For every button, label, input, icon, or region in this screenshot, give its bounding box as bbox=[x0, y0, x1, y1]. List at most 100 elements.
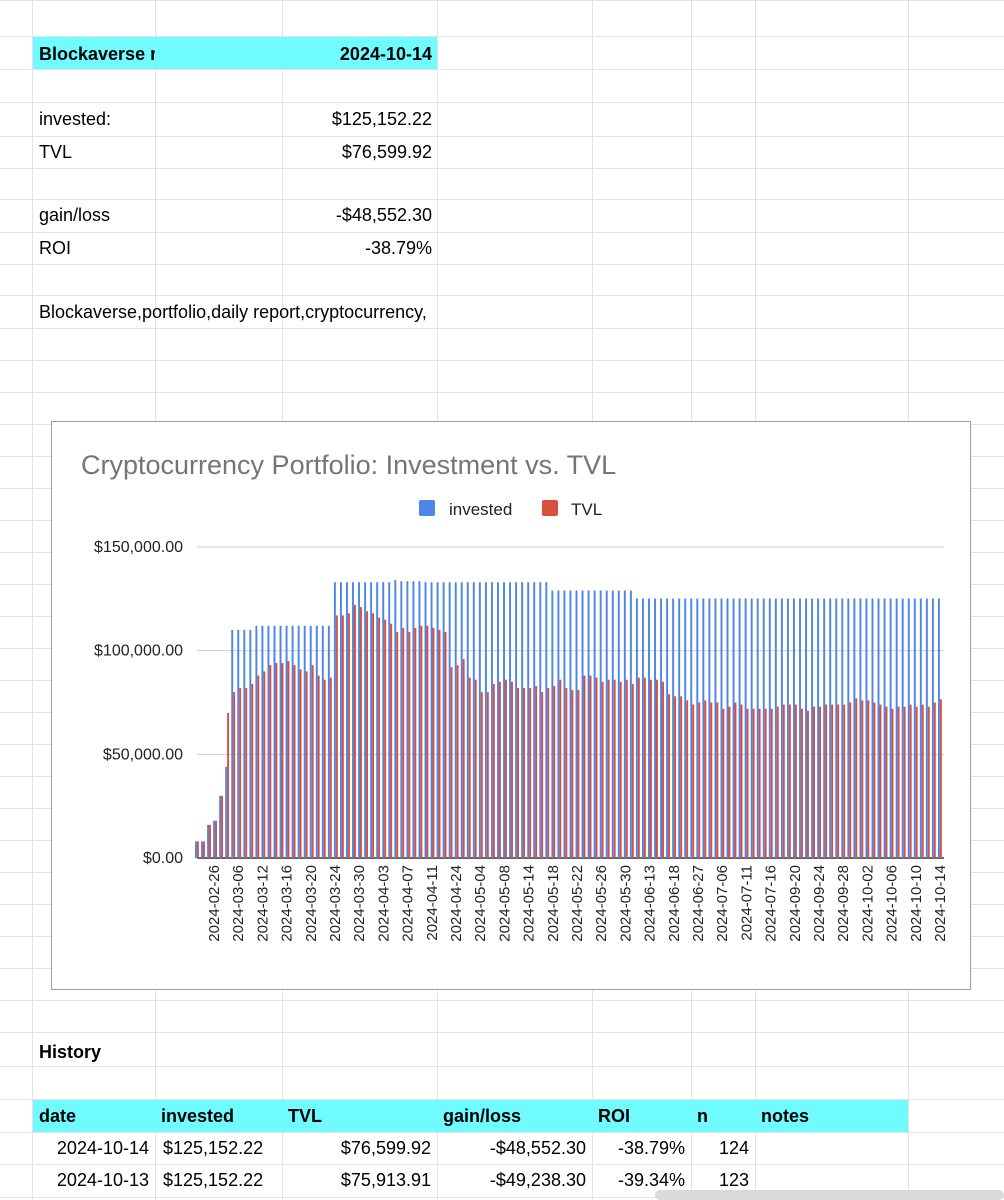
bar-tvl bbox=[619, 681, 622, 858]
bar-tvl bbox=[873, 702, 876, 858]
bar-invested bbox=[587, 590, 590, 858]
x-tick-label: 2024-05-22 bbox=[569, 865, 586, 942]
history-cell[interactable]: 2024-10-14 bbox=[56, 1138, 149, 1158]
bar-tvl bbox=[625, 679, 628, 858]
bar-invested bbox=[430, 582, 433, 858]
roi-label[interactable]: ROI bbox=[39, 238, 72, 258]
history-cell[interactable]: $76,599.92 bbox=[340, 1138, 431, 1158]
history-cell[interactable]: -$49,238.30 bbox=[489, 1170, 586, 1190]
bar-tvl bbox=[559, 679, 562, 858]
bar-tvl bbox=[432, 627, 435, 858]
tvl-label[interactable]: TVL bbox=[39, 142, 73, 162]
bar-tvl bbox=[577, 690, 580, 858]
bar-tvl bbox=[583, 675, 586, 858]
bar-invested bbox=[877, 598, 880, 858]
bar-tvl bbox=[849, 702, 852, 858]
bar-tvl bbox=[215, 820, 217, 858]
bar-invested bbox=[732, 598, 735, 858]
gainloss-value[interactable]: -$48,552.30 bbox=[335, 205, 432, 225]
bar-invested bbox=[883, 598, 886, 858]
history-cell[interactable]: $75,913.91 bbox=[340, 1170, 431, 1190]
bar-tvl bbox=[299, 669, 302, 858]
bar-invested bbox=[418, 581, 421, 858]
chart-y-ticks: $0.00 $50,000.00 $100,000.00 $150,000.00 bbox=[94, 539, 183, 867]
x-tick-label: 2024-05-14 bbox=[521, 865, 538, 942]
portfolio-chart[interactable]: Cryptocurrency Portfolio: Investment vs.… bbox=[51, 421, 971, 990]
history-cell[interactable]: $125,152.22 bbox=[163, 1138, 264, 1158]
bar-tvl bbox=[462, 658, 465, 858]
invested-value[interactable]: $125,152.22 bbox=[331, 109, 432, 129]
history-col-header[interactable]: date bbox=[39, 1106, 77, 1126]
history-cell[interactable]: -39.34% bbox=[617, 1170, 685, 1190]
history-cell[interactable]: 124 bbox=[718, 1138, 749, 1158]
bar-invested bbox=[285, 625, 288, 858]
bar-invested bbox=[865, 598, 868, 858]
history-col-header[interactable]: ROI bbox=[598, 1106, 631, 1126]
report-title[interactable]: Blockaverse report, bbox=[39, 44, 155, 64]
bar-invested bbox=[575, 590, 578, 858]
bar-invested bbox=[762, 598, 765, 858]
bar-tvl bbox=[541, 692, 544, 858]
bar-invested bbox=[768, 598, 771, 858]
bar-invested bbox=[551, 590, 554, 858]
bar-invested bbox=[267, 625, 270, 858]
bar-tvl bbox=[378, 617, 381, 858]
bar-invested bbox=[539, 582, 542, 858]
bar-tvl bbox=[800, 708, 803, 858]
bar-invested bbox=[907, 598, 910, 858]
tags-text[interactable]: Blockaverse,portfolio,daily report,crypt… bbox=[39, 302, 427, 322]
x-tick-label: 2024-03-24 bbox=[327, 865, 344, 942]
history-cell[interactable]: -$48,552.30 bbox=[489, 1138, 586, 1158]
bar-tvl bbox=[601, 681, 604, 858]
bar-tvl bbox=[909, 704, 912, 858]
history-cell[interactable]: 2024-10-13 bbox=[56, 1170, 149, 1190]
bar-invested bbox=[623, 590, 626, 858]
roi-value[interactable]: -38.79% bbox=[364, 238, 432, 258]
bar-invested bbox=[484, 582, 487, 858]
bar-tvl bbox=[643, 677, 646, 858]
bar-invested bbox=[509, 582, 512, 858]
bar-tvl bbox=[897, 706, 900, 858]
bar-invested bbox=[388, 582, 391, 858]
bar-invested bbox=[648, 598, 650, 858]
history-col-header[interactable]: gain/loss bbox=[443, 1106, 522, 1126]
history-col-header[interactable]: invested bbox=[161, 1106, 235, 1126]
bar-invested bbox=[931, 598, 934, 858]
history-col-header[interactable]: notes bbox=[761, 1106, 810, 1126]
bar-invested bbox=[666, 598, 669, 858]
history-title[interactable]: History bbox=[39, 1042, 102, 1062]
horizontal-scrollbar[interactable] bbox=[655, 1190, 1004, 1200]
tvl-value[interactable]: $76,599.92 bbox=[341, 142, 432, 162]
history-cell[interactable]: -38.79% bbox=[617, 1138, 685, 1158]
bar-invested bbox=[593, 590, 596, 858]
report-date[interactable]: 2024-10-14 bbox=[339, 44, 432, 64]
x-tick-label: 2024-04-03 bbox=[375, 865, 392, 942]
history-col-header[interactable]: n bbox=[697, 1106, 708, 1126]
history-cell[interactable]: 123 bbox=[718, 1170, 749, 1190]
bar-tvl bbox=[468, 677, 471, 858]
history-cell[interactable]: $125,152.22 bbox=[163, 1170, 264, 1190]
bar-tvl bbox=[831, 704, 834, 858]
bar-invested bbox=[611, 590, 614, 858]
bar-tvl bbox=[498, 681, 501, 858]
x-tick-label: 2024-04-07 bbox=[400, 865, 417, 942]
bar-tvl bbox=[843, 704, 846, 858]
x-tick-label: 2024-05-30 bbox=[617, 865, 634, 942]
bar-tvl bbox=[595, 677, 598, 858]
chart-title: Cryptocurrency Portfolio: Investment vs.… bbox=[81, 450, 616, 480]
invested-label[interactable]: invested: bbox=[39, 109, 112, 129]
bar-invested bbox=[533, 582, 536, 858]
bar-tvl bbox=[420, 625, 423, 858]
bar-invested bbox=[919, 598, 922, 858]
bar-invested bbox=[412, 581, 415, 858]
bar-tvl bbox=[414, 627, 417, 858]
bar-invested bbox=[702, 598, 705, 858]
bar-tvl bbox=[486, 692, 489, 858]
bar-tvl bbox=[716, 702, 719, 858]
bar-invested bbox=[454, 582, 457, 858]
bar-tvl bbox=[251, 683, 254, 858]
history-col-header[interactable]: TVL bbox=[288, 1106, 322, 1126]
chart-svg: Cryptocurrency Portfolio: Investment vs.… bbox=[81, 450, 949, 942]
gainloss-label[interactable]: gain/loss bbox=[39, 205, 111, 225]
x-tick-label: 2024-02-26 bbox=[206, 865, 223, 942]
